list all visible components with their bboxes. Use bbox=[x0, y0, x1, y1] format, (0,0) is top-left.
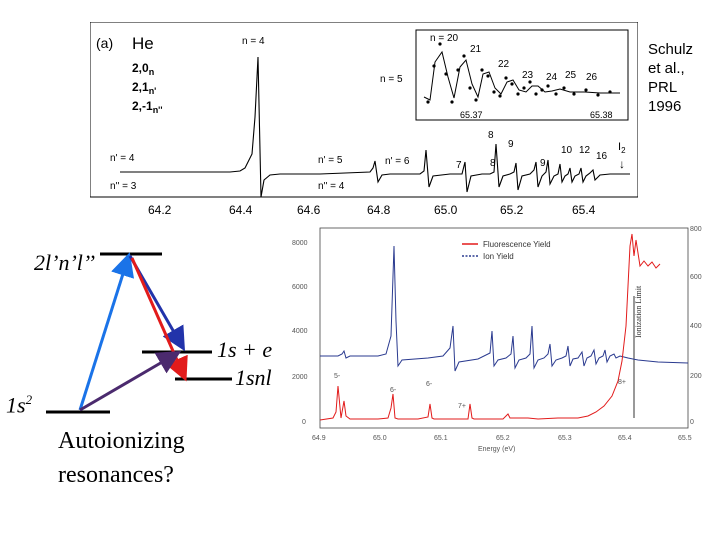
right-tick: 400 bbox=[690, 323, 702, 330]
excitation-arrow bbox=[78, 252, 135, 411]
inset-label: 24 bbox=[546, 72, 558, 83]
peak-label: n'' = 3 bbox=[110, 181, 137, 192]
left-tick: 6000 bbox=[292, 284, 308, 291]
yield-peak-label: 5- bbox=[334, 373, 341, 380]
inset-label: 23 bbox=[522, 70, 534, 81]
inset-plot: n = 20 21 22 23 24 25 26 65.37 65.38 bbox=[415, 29, 629, 121]
yield-peak-label: 7+ bbox=[458, 403, 466, 410]
yield-figure: 8000 6000 4000 2000 0 800 600 400 200 0 … bbox=[278, 226, 718, 454]
fluorescence-arrow bbox=[130, 257, 188, 382]
energy-diagram bbox=[0, 230, 300, 430]
x-tick: 64.2 bbox=[148, 203, 172, 217]
peak-label: 7 bbox=[456, 160, 462, 171]
citation: Schulz et al., PRL 1996 bbox=[648, 41, 694, 115]
right-tick: 800 bbox=[690, 226, 702, 233]
right-tick: 200 bbox=[690, 373, 702, 380]
inset-tick: 65.37 bbox=[460, 110, 483, 120]
yield-svg: 8000 6000 4000 2000 0 800 600 400 200 0 … bbox=[292, 226, 702, 453]
ionization-limit-label: Ionization Limit bbox=[634, 285, 643, 338]
left-tick: 0 bbox=[302, 419, 306, 426]
energy-diagram-svg bbox=[46, 252, 232, 414]
legend-label: Fluorescence Yield bbox=[483, 240, 551, 249]
he-spectrum-svg: (a) He 2,0n 2,1n' 2,-1n'' n = 4 n = 5 n'… bbox=[89, 21, 639, 217]
peak-label: 12 bbox=[579, 145, 591, 156]
fluorescence-yield-trace bbox=[319, 233, 661, 421]
peak-label: 8 bbox=[488, 130, 494, 141]
left-tick: 8000 bbox=[292, 240, 308, 247]
x-tick: 65.0 bbox=[373, 435, 387, 442]
x-tick: 65.5 bbox=[678, 435, 692, 442]
peak-label: 8 bbox=[490, 158, 496, 169]
inset-label: n = 20 bbox=[430, 33, 459, 44]
upper-level-label: 2l’n’l’’ bbox=[34, 250, 96, 275]
x-tick: 64.8 bbox=[367, 203, 391, 217]
diagram-caption: Autoionizing resonances? bbox=[58, 428, 185, 488]
peak-label: n = 5 bbox=[380, 74, 403, 85]
x-tick: 64.4 bbox=[229, 203, 253, 217]
peak-label: n = 4 bbox=[242, 36, 265, 47]
x-tick: 64.9 bbox=[312, 435, 326, 442]
peak-label: n' = 6 bbox=[385, 156, 410, 167]
peak-label: n'' = 4 bbox=[318, 181, 345, 192]
right-tick: 600 bbox=[690, 274, 702, 281]
i2-arrow-icon: ↓ bbox=[619, 157, 625, 171]
inset-label: 26 bbox=[586, 72, 598, 83]
peak-label: 10 bbox=[561, 145, 573, 156]
peak-label: n' = 4 bbox=[110, 153, 135, 164]
x-tick: 65.4 bbox=[572, 203, 596, 217]
he-spectrum-figure: (a) He 2,0n 2,1n' 2,-1n'' n = 4 n = 5 n'… bbox=[89, 21, 639, 222]
panel-label: (a) bbox=[96, 35, 113, 51]
legend: Fluorescence Yield Ion Yield bbox=[462, 240, 551, 261]
series-label-2: 2,1n' bbox=[132, 80, 156, 96]
he-spectrum-trace bbox=[120, 56, 630, 198]
yield-peak-label: 6- bbox=[426, 381, 433, 388]
series-label-3: 2,-1n'' bbox=[132, 99, 162, 115]
continuum-level-label: 1s + e bbox=[217, 337, 273, 362]
right-tick: 0 bbox=[690, 419, 694, 426]
peak-label: 9 bbox=[540, 158, 546, 169]
x-tick: 64.6 bbox=[297, 203, 321, 217]
peak-label: 9 bbox=[508, 139, 514, 150]
series-label-1: 2,0n bbox=[132, 61, 154, 77]
x-tick: 65.1 bbox=[434, 435, 448, 442]
x-tick: 65.3 bbox=[558, 435, 572, 442]
inset-label: 25 bbox=[565, 70, 577, 81]
x-tick: 65.0 bbox=[434, 203, 458, 217]
inset-label: 21 bbox=[470, 44, 482, 55]
legend-label: Ion Yield bbox=[483, 252, 514, 261]
peak-label: 16 bbox=[596, 151, 608, 162]
yield-peak-label: 6- bbox=[390, 387, 397, 394]
x-tick: 65.2 bbox=[500, 203, 524, 217]
x-tick: 65.4 bbox=[618, 435, 632, 442]
yield-peak-label: 8+ bbox=[618, 379, 626, 386]
ion-yield-trace bbox=[320, 245, 689, 372]
left-tick: 2000 bbox=[292, 374, 308, 381]
x-tick: 65.2 bbox=[496, 435, 510, 442]
peak-label: n' = 5 bbox=[318, 155, 343, 166]
x-ticks: 64.2 64.4 64.6 64.8 65.0 65.2 65.4 bbox=[148, 203, 596, 217]
left-tick: 4000 bbox=[292, 328, 308, 335]
x-axis-label: Energy (eV) bbox=[478, 446, 515, 453]
direct-ionization-arrow bbox=[79, 350, 182, 412]
inset-tick: 65.38 bbox=[590, 110, 613, 120]
element-label: He bbox=[132, 34, 154, 53]
i2-label: I2 bbox=[618, 141, 626, 155]
ground-level-label: 1s2 bbox=[6, 392, 33, 418]
rydberg-level-label: 1snl bbox=[235, 365, 272, 390]
inset-label: 22 bbox=[498, 59, 510, 70]
